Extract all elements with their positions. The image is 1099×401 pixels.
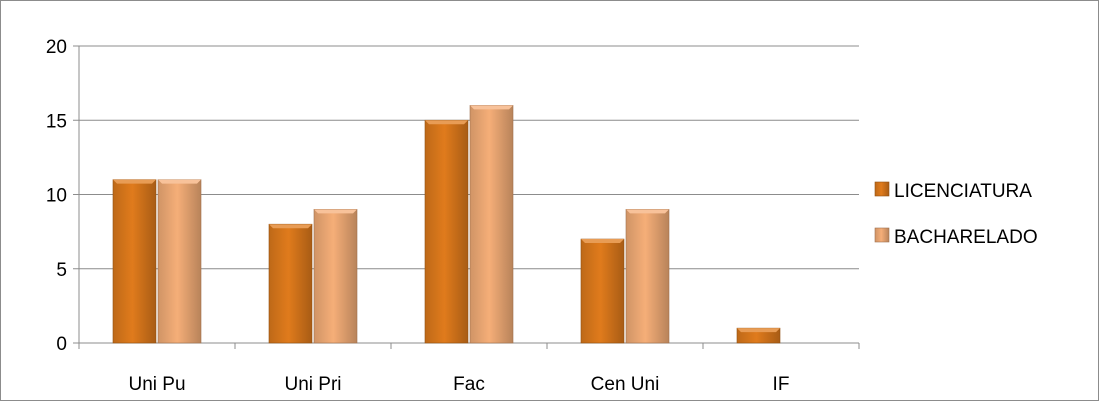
legend-item-bacharelado: BACHARELADO [874, 227, 1038, 248]
y-tick-label: 5 [56, 260, 67, 281]
legend-item-licenciatura: LICENCIATURA [874, 181, 1032, 202]
tick-labels: 0 5 10 15 20 Uni Pu Uni Pri Fac Cen Uni IF [46, 37, 790, 395]
x-tick-label: Cen Uni [591, 374, 660, 395]
legend-swatch [874, 227, 890, 243]
y-tick-label: 10 [46, 186, 67, 207]
y-tick-label: 20 [46, 37, 67, 58]
bar-licenciatura-if [736, 327, 781, 344]
bar-licenciatura-uni-pu [112, 179, 157, 344]
gridlines [79, 45, 859, 270]
legend-swatch [874, 181, 890, 197]
x-tick-label: Uni Pri [284, 374, 341, 395]
x-tick-label: IF [773, 374, 790, 395]
axes [73, 45, 860, 349]
bar-bacharelado-cen-uni [625, 209, 670, 344]
y-tick-label: 15 [46, 111, 67, 132]
bar-bacharelado-uni-pu [157, 179, 202, 344]
x-tick-label: Uni Pu [128, 374, 185, 395]
bars [112, 105, 781, 344]
y-tick-label: 0 [56, 334, 67, 355]
bar-licenciatura-fac [424, 119, 469, 344]
legend-label: BACHARELADO [894, 227, 1038, 248]
bar-licenciatura-uni-pri [268, 223, 313, 344]
bar-licenciatura-cen-uni [580, 238, 625, 344]
x-tick-label: Fac [453, 374, 485, 395]
legend-label: LICENCIATURA [894, 181, 1032, 202]
bar-bacharelado-fac [469, 105, 514, 344]
legend: LICENCIATURA BACHARELADO [874, 181, 1038, 248]
bar-bacharelado-uni-pri [313, 209, 358, 344]
